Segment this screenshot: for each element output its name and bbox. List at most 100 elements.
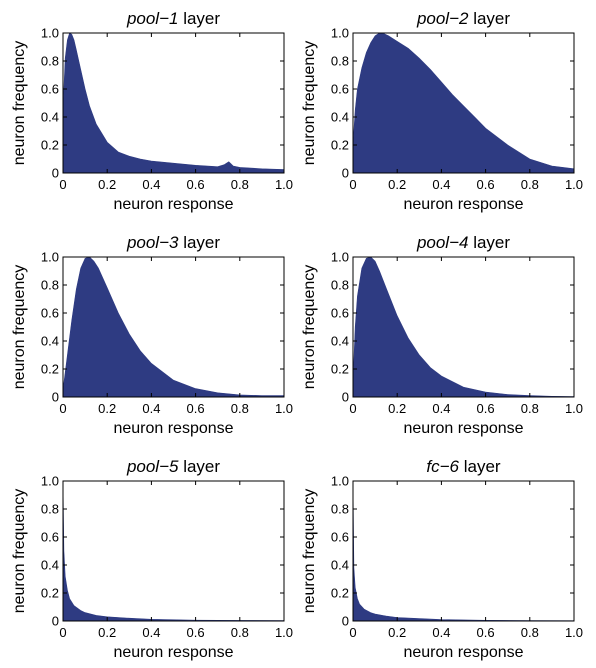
chart-panel-5: 0 0.2 0.4 0.6 0.8 1.0 0 0.2 0.4 0.6 0.8 1.0 pool−5 l…: [11, 457, 293, 661]
histogram-area: [352, 256, 575, 398]
x-tick-label: 0.8: [231, 177, 249, 192]
x-tick-label: 0.2: [388, 625, 406, 640]
y-tick-label: 1.0: [331, 474, 349, 489]
y-tick-label: 0.8: [331, 54, 349, 69]
chart-panel-3: 0 0.2 0.4 0.6 0.8 1.0 0 0.2 0.4 0.6 0.8 1.0 pool−3 l…: [11, 233, 293, 437]
x-tick-label: 1.0: [275, 177, 293, 192]
x-tick-label: 0.8: [231, 625, 249, 640]
x-tick-label: 0: [59, 625, 66, 640]
title-layer-name: pool−3: [126, 233, 179, 252]
x-tick-label: 0: [349, 401, 356, 416]
x-tick-label: 1.0: [275, 401, 293, 416]
y-tick-label: 0.4: [41, 558, 59, 573]
y-tick-label: 0.4: [331, 334, 349, 349]
chart-panel-1: 0 0.2 0.4 0.6 0.8 1.0 0 0.2 0.4 0.6 0.8 1.0 pool−1 l…: [11, 9, 293, 213]
y-tick-label: 0: [342, 166, 349, 181]
y-tick-label: 1.0: [41, 26, 59, 41]
y-axis-label: neuron frequency: [301, 489, 318, 614]
plot-frame: [352, 256, 575, 398]
histogram-area: [352, 32, 575, 174]
x-tick-label: 0: [59, 401, 66, 416]
y-tick-label: 0.2: [331, 586, 349, 601]
x-tick-label: 1.0: [565, 401, 583, 416]
y-tick-label: 0.2: [41, 362, 59, 377]
y-tick-label: 1.0: [41, 250, 59, 265]
chart-panel-2: 0 0.2 0.4 0.6 0.8 1.0 0 0.2 0.4 0.6 0.8 1.0 pool−2 l…: [301, 9, 583, 213]
histogram-area: [62, 32, 285, 174]
x-tick-label: 0.8: [521, 177, 539, 192]
x-tick-label: 0.4: [432, 177, 450, 192]
plot-frame: [352, 32, 575, 174]
plot-frame: [62, 256, 285, 398]
x-axis-label: neuron response: [403, 644, 523, 661]
title-suffix: layer: [459, 457, 501, 476]
x-tick-label: 0.6: [477, 401, 495, 416]
title-layer-name: pool−2: [416, 9, 469, 28]
x-tick-label: 0.6: [187, 625, 205, 640]
x-axis-label: neuron response: [113, 196, 233, 213]
y-tick-label: 0.8: [331, 502, 349, 517]
y-tick-label: 0.6: [331, 82, 349, 97]
y-axis-label: neuron frequency: [11, 265, 28, 390]
y-tick-label: 0.6: [41, 530, 59, 545]
chart-title: fc−6 layer: [426, 457, 501, 476]
x-axis-label: neuron response: [403, 420, 523, 437]
x-tick-label: 0.2: [98, 401, 116, 416]
title-suffix: layer: [178, 233, 220, 252]
x-tick-label: 0.8: [521, 401, 539, 416]
y-tick-label: 1.0: [41, 474, 59, 489]
chart-title: pool−2 layer: [416, 9, 510, 28]
y-tick-label: 0.8: [41, 54, 59, 69]
x-tick-label: 0.4: [432, 401, 450, 416]
x-tick-label: 0.4: [142, 177, 160, 192]
y-tick-label: 0.4: [331, 558, 349, 573]
x-tick-label: 0.2: [98, 625, 116, 640]
x-tick-label: 0: [349, 177, 356, 192]
x-tick-label: 0.6: [477, 625, 495, 640]
y-tick-label: 0.4: [41, 334, 59, 349]
y-axis-label: neuron frequency: [301, 41, 318, 166]
x-tick-label: 0.2: [388, 401, 406, 416]
plot-frame: [62, 32, 285, 174]
y-tick-label: 0.4: [331, 110, 349, 125]
y-tick-label: 0.2: [41, 586, 59, 601]
title-layer-name: pool−1: [126, 9, 179, 28]
y-tick-label: 0.8: [41, 278, 59, 293]
title-suffix: layer: [178, 9, 220, 28]
x-tick-label: 0.6: [477, 177, 495, 192]
chart-title: pool−3 layer: [126, 233, 220, 252]
x-tick-label: 0: [59, 177, 66, 192]
y-tick-label: 1.0: [331, 250, 349, 265]
x-tick-label: 0.2: [388, 177, 406, 192]
x-axis-label: neuron response: [113, 644, 233, 661]
histogram-area: [62, 480, 285, 622]
chart-panel-4: 0 0.2 0.4 0.6 0.8 1.0 0 0.2 0.4 0.6 0.8 1.0 pool−4 l…: [301, 233, 583, 437]
title-suffix: layer: [178, 457, 220, 476]
title-layer-name: pool−4: [416, 233, 469, 252]
y-tick-label: 0.6: [331, 306, 349, 321]
y-tick-label: 0.6: [41, 82, 59, 97]
histogram-area: [62, 256, 285, 398]
x-tick-label: 0.8: [521, 625, 539, 640]
x-axis-label: neuron response: [403, 196, 523, 213]
x-tick-label: 0.6: [187, 401, 205, 416]
x-tick-label: 0: [349, 625, 356, 640]
y-tick-label: 0: [342, 614, 349, 629]
y-tick-label: 0: [52, 614, 59, 629]
x-tick-label: 0.4: [142, 401, 160, 416]
x-tick-label: 0.8: [231, 401, 249, 416]
title-suffix: layer: [468, 233, 510, 252]
y-tick-label: 1.0: [331, 26, 349, 41]
y-tick-label: 0.8: [41, 502, 59, 517]
y-tick-label: 0.4: [41, 110, 59, 125]
y-tick-label: 0.2: [331, 362, 349, 377]
y-tick-label: 0.6: [331, 530, 349, 545]
chart-title: pool−5 layer: [126, 457, 220, 476]
title-layer-name: fc−6: [426, 457, 459, 476]
chart-title: pool−4 layer: [416, 233, 510, 252]
x-axis-label: neuron response: [113, 420, 233, 437]
x-tick-label: 0.4: [432, 625, 450, 640]
chart-title: pool−1 layer: [126, 9, 220, 28]
y-tick-label: 0: [52, 390, 59, 405]
x-tick-label: 0.2: [98, 177, 116, 192]
